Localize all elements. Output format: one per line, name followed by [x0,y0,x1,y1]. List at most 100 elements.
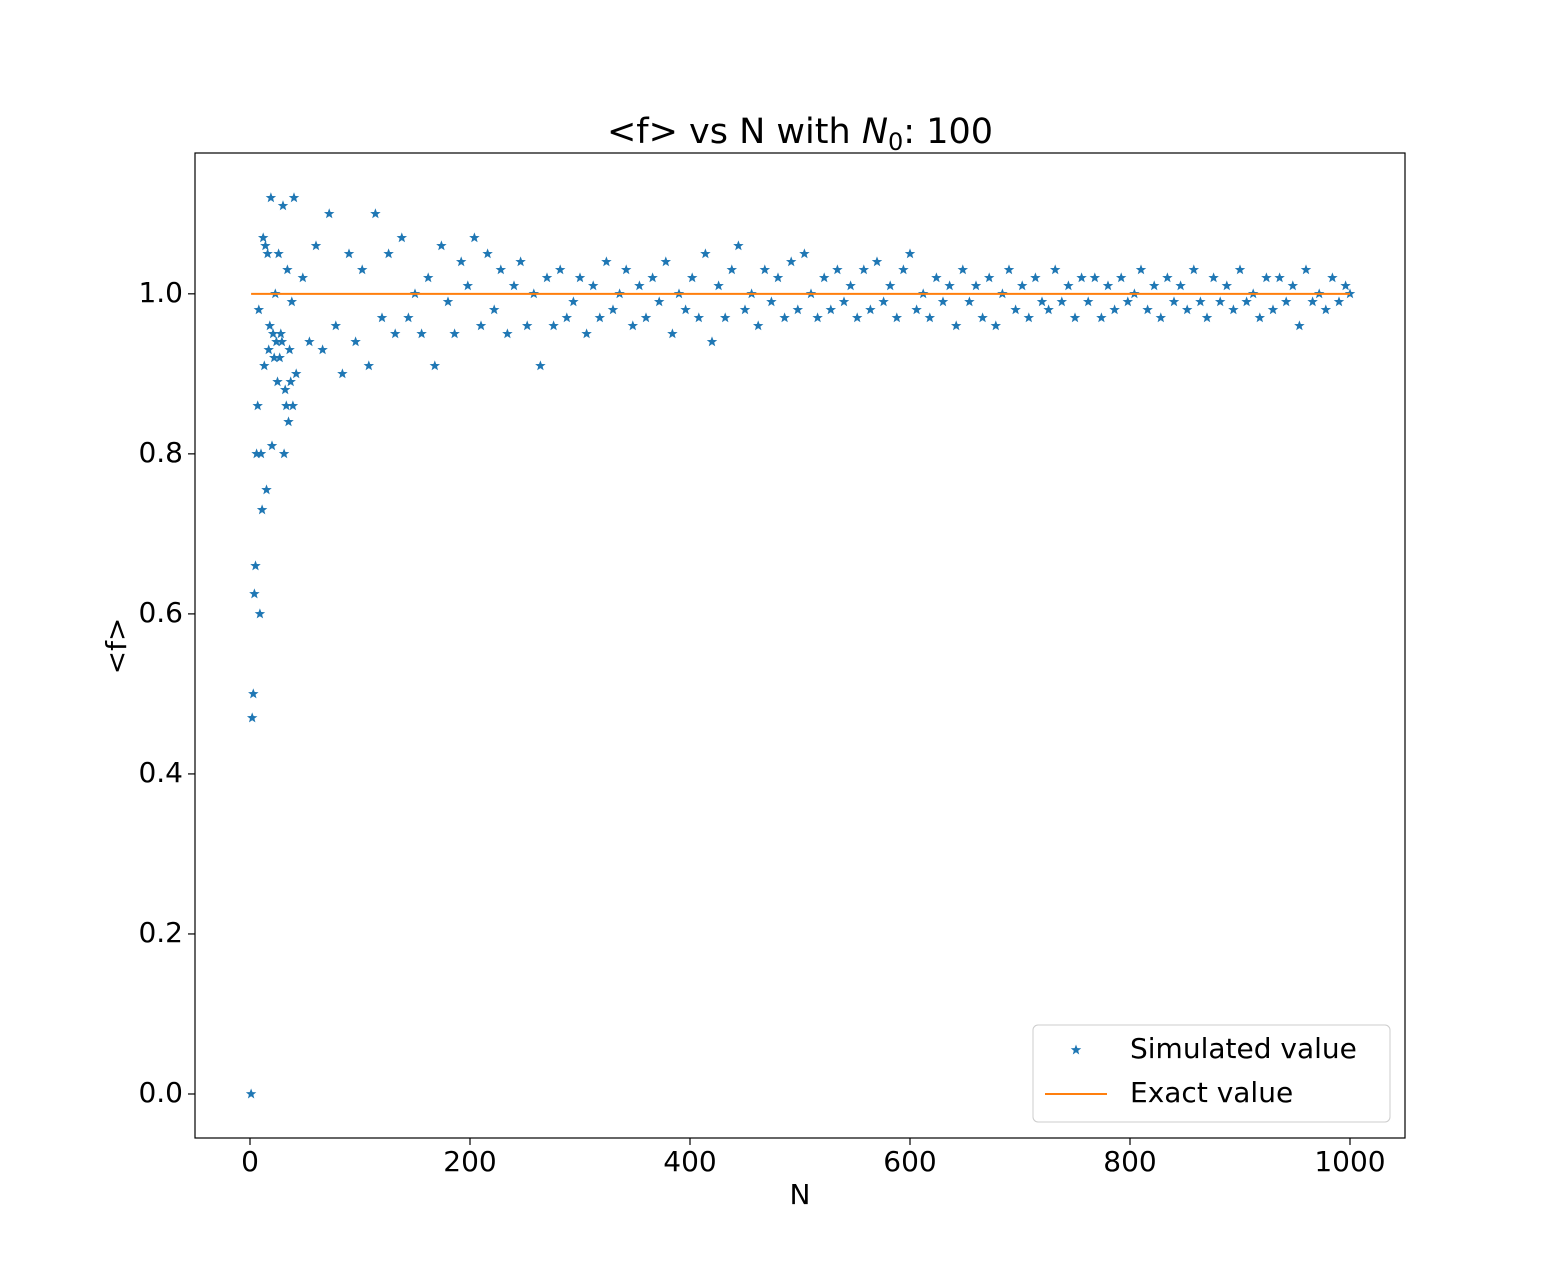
data-point [245,1088,257,1099]
data-point [832,264,843,275]
data-point [1003,264,1015,275]
data-point [253,304,265,315]
data-point [1162,272,1173,283]
data-point [323,208,335,219]
data-point [502,328,513,339]
data-point [1208,272,1219,283]
data-point [1267,304,1279,315]
data-point [469,232,480,243]
data-point [462,280,474,291]
data-point [283,416,294,427]
data-point [574,272,586,283]
data-point [1049,264,1061,275]
data-point [259,360,270,371]
data-point [281,400,292,411]
data-point [482,248,493,259]
data-point [310,240,322,251]
data-point [1287,280,1299,291]
y-tick-label: 0.4 [138,756,183,789]
data-point [290,368,302,379]
data-point [257,232,269,243]
data-point [256,504,268,515]
data-point [267,328,279,339]
data-point [1043,304,1054,315]
data-point [845,280,856,291]
data-point [251,448,262,459]
data-point [977,312,988,323]
data-point [693,312,705,323]
data-point [647,272,658,283]
data-point [667,328,678,339]
legend-label: Simulated value [1130,1032,1357,1065]
data-point [284,344,295,355]
data-point [273,248,284,259]
data-point [262,248,273,259]
data-point [403,312,414,323]
data-point [713,280,724,291]
data-point [252,400,263,411]
data-point [255,448,267,459]
data-point [279,384,291,395]
data-point [1023,312,1035,323]
data-point [508,280,520,291]
y-tick-label: 0.6 [138,596,183,629]
data-point [937,296,949,307]
data-point [752,320,764,331]
data-point [1096,312,1107,323]
data-point [739,304,751,315]
data-point [429,360,441,371]
data-point [276,336,288,347]
y-tick-label: 1.0 [138,276,183,309]
data-point [640,312,652,323]
title-subscript: 0 [888,128,903,156]
data-point [931,272,942,283]
data-point [535,360,546,371]
x-tick-label: 800 [1103,1145,1156,1178]
data-point [1274,272,1285,283]
data-point [634,280,645,291]
data-point [620,264,632,275]
data-point [1082,296,1094,307]
data-point [660,256,672,267]
data-point [1214,296,1226,307]
data-point [260,240,271,251]
data-point [904,248,916,259]
legend-marker [1070,1044,1082,1055]
data-point [568,296,579,307]
data-point [548,320,559,331]
title-end: : 100 [903,112,993,152]
data-point [1102,280,1114,291]
data-point [288,192,300,203]
data-point [1016,280,1028,291]
data-point [554,264,566,275]
data-point [1181,304,1193,315]
data-point [898,264,909,275]
y-tick-label: 0.2 [138,916,183,949]
data-point [607,304,619,315]
data-point [495,264,507,275]
data-point [268,352,280,363]
data-point [1030,272,1041,283]
data-point [422,272,434,283]
data-point [275,328,287,339]
data-point [766,296,777,307]
data-point [278,448,290,459]
data-point [249,588,260,599]
data-point [1010,304,1021,315]
data-point [263,344,274,355]
data-point [924,312,936,323]
data-point [330,320,342,331]
data-point [350,336,361,347]
data-point [1261,272,1272,283]
data-point [521,320,533,331]
data-point [1056,296,1068,307]
data-point [871,256,883,267]
data-point [1168,296,1180,307]
data-point [1234,264,1246,275]
data-point [601,256,612,267]
data-point [851,312,863,323]
data-point [785,256,797,267]
data-point [561,312,573,323]
data-point [246,712,258,723]
